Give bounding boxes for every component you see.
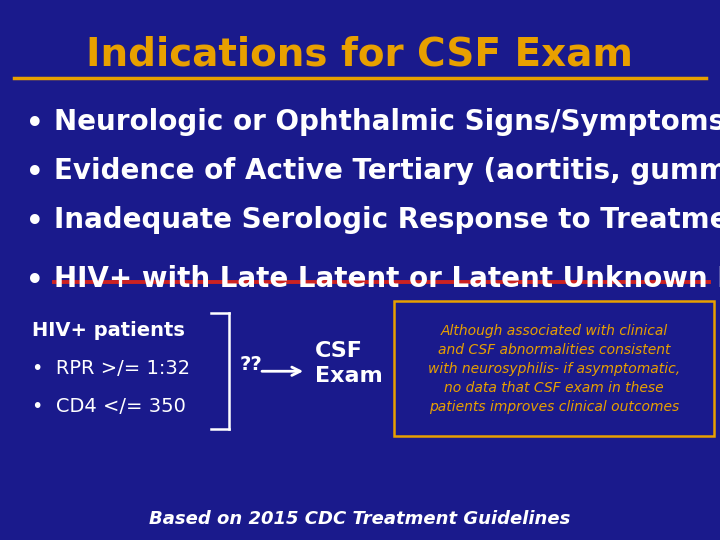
Text: ??: ?? xyxy=(240,355,263,374)
Text: •  RPR >/= 1:32: • RPR >/= 1:32 xyxy=(32,359,191,378)
FancyBboxPatch shape xyxy=(394,301,714,436)
Text: HIV+ with Late Latent or Latent Unknown Dur.: HIV+ with Late Latent or Latent Unknown … xyxy=(54,265,720,293)
Text: •: • xyxy=(25,265,45,298)
Text: Inadequate Serologic Response to Treatment: Inadequate Serologic Response to Treatme… xyxy=(54,206,720,234)
Text: Evidence of Active Tertiary (aortitis, gumma): Evidence of Active Tertiary (aortitis, g… xyxy=(54,157,720,185)
Text: •: • xyxy=(25,157,45,190)
Text: Neurologic or Ophthalmic Signs/Symptoms: Neurologic or Ophthalmic Signs/Symptoms xyxy=(54,108,720,136)
Text: CSF
Exam: CSF Exam xyxy=(315,341,383,386)
Text: •  CD4 </= 350: • CD4 </= 350 xyxy=(32,397,186,416)
Text: •: • xyxy=(25,206,45,239)
Text: Although associated with clinical
and CSF abnormalities consistent
with neurosyp: Although associated with clinical and CS… xyxy=(428,324,680,414)
Text: •: • xyxy=(25,108,45,141)
Text: HIV+ patients: HIV+ patients xyxy=(32,321,185,340)
Text: Indications for CSF Exam: Indications for CSF Exam xyxy=(86,35,634,73)
Text: Based on 2015 CDC Treatment Guidelines: Based on 2015 CDC Treatment Guidelines xyxy=(149,510,571,528)
